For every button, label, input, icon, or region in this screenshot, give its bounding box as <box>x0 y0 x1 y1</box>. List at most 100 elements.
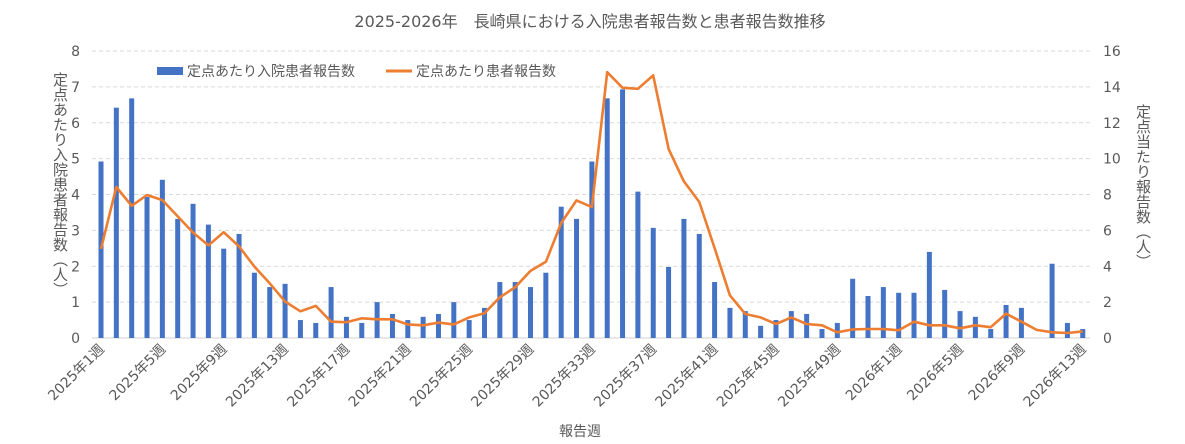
bar <box>773 320 779 338</box>
x-tick-label: 2025年37週 <box>591 342 660 411</box>
bar <box>834 322 840 338</box>
bar <box>712 282 718 338</box>
bar <box>420 316 426 338</box>
x-tick-label: 2025年1週 <box>45 342 108 405</box>
y-tick-label-left: 0 <box>71 331 80 347</box>
x-tick-label: 2025年45週 <box>714 342 783 411</box>
x-tick-label: 2025年25週 <box>407 342 476 411</box>
bar <box>405 320 411 338</box>
bar <box>850 278 856 338</box>
bar <box>482 307 487 338</box>
bar <box>435 313 441 338</box>
bar <box>1080 329 1086 338</box>
bar <box>911 292 917 338</box>
bar <box>604 98 610 338</box>
y-tick-label-right: 0 <box>1103 331 1112 347</box>
y-tick-label-left: 3 <box>71 223 80 239</box>
y-tick-label-left: 8 <box>71 44 80 60</box>
line-series <box>99 70 1083 335</box>
legend: 定点あたり入院患者報告数 定点あたり患者報告数 <box>157 64 556 80</box>
bar <box>865 296 871 338</box>
y-axis-title-left: 定点あたり入院患者報告数（人） <box>51 72 69 297</box>
bar <box>788 311 794 338</box>
bar <box>1003 304 1009 338</box>
bar <box>957 311 963 338</box>
y-tick-label-right: 12 <box>1103 116 1121 132</box>
bar <box>574 218 580 338</box>
bar <box>497 282 503 338</box>
y-tick-label-left: 5 <box>71 152 80 168</box>
bar <box>558 206 564 338</box>
bar <box>236 233 242 338</box>
legend-label-bar: 定点あたり入院患者報告数 <box>187 64 355 80</box>
bar <box>190 203 196 338</box>
y-tick-label-left: 7 <box>71 80 80 96</box>
chart-title: 2025-2026年 長崎県における入院患者報告数と患者報告数推移 <box>354 12 825 31</box>
y-axis-left: 0 1 2 3 4 5 6 7 8 <box>71 44 80 347</box>
y-tick-label-left: 4 <box>71 188 80 204</box>
x-tick-label: 2025年9週 <box>168 342 231 405</box>
y-tick-label-right: 2 <box>1103 295 1112 311</box>
x-axis-title: 報告週 <box>559 424 601 440</box>
bar <box>466 320 472 338</box>
y-tick-label-left: 6 <box>71 116 80 132</box>
y-axis-right: 0 2 4 6 8 10 12 14 16 <box>1103 44 1121 347</box>
bar <box>926 251 932 338</box>
line-path <box>99 70 1083 335</box>
x-tick-label: 2025年13週 <box>223 342 292 411</box>
bar <box>727 307 733 338</box>
bar <box>297 320 303 338</box>
x-tick-label: 2026年5週 <box>904 342 967 405</box>
bar <box>267 287 273 338</box>
bar <box>804 313 810 338</box>
bar <box>1064 322 1070 338</box>
bar <box>205 224 211 338</box>
bar <box>942 289 948 338</box>
bar <box>1049 263 1055 338</box>
bar <box>343 316 349 338</box>
y-tick-label-right: 6 <box>1103 223 1112 239</box>
bar <box>175 218 181 338</box>
legend-swatch-bar <box>157 67 183 75</box>
x-tick-label: 2026年9週 <box>966 342 1029 405</box>
y-tick-label-right: 16 <box>1103 44 1121 60</box>
bar <box>880 287 886 338</box>
bar <box>650 227 656 338</box>
bar <box>528 287 534 338</box>
bar <box>589 161 595 338</box>
x-tick-label: 2025年5週 <box>107 342 170 405</box>
y-tick-label-right: 8 <box>1103 188 1112 204</box>
bar <box>251 272 257 338</box>
bar <box>543 272 549 338</box>
bar <box>328 287 334 338</box>
bar <box>988 329 994 338</box>
bar <box>696 233 702 338</box>
x-tick-label: 2026年1週 <box>843 342 906 405</box>
bar <box>666 266 672 338</box>
bar <box>359 322 365 338</box>
bar <box>819 329 825 338</box>
bar <box>896 292 902 338</box>
bar <box>313 322 319 338</box>
bar <box>681 218 687 338</box>
bar <box>758 325 764 338</box>
y-tick-label-right: 4 <box>1103 259 1112 275</box>
y-tick-label-left: 1 <box>71 295 80 311</box>
x-tick-label: 2025年41週 <box>653 342 722 411</box>
bar-series <box>98 89 1086 339</box>
bar <box>144 197 150 338</box>
bar <box>282 283 288 338</box>
y-tick-label-right: 14 <box>1103 80 1121 96</box>
bar <box>389 313 395 338</box>
x-tick-label: 2025年49週 <box>775 342 844 411</box>
x-tick-label: 2025年17週 <box>284 342 353 411</box>
bar <box>742 311 748 338</box>
legend-label-line: 定点あたり患者報告数 <box>416 64 556 80</box>
y-tick-label-right: 10 <box>1103 152 1121 168</box>
x-tick-label: 2026年13週 <box>1021 342 1090 411</box>
x-tick-label: 2025年21週 <box>346 342 415 411</box>
y-tick-label-left: 2 <box>71 259 80 275</box>
bar <box>972 316 978 338</box>
bar <box>98 161 104 338</box>
